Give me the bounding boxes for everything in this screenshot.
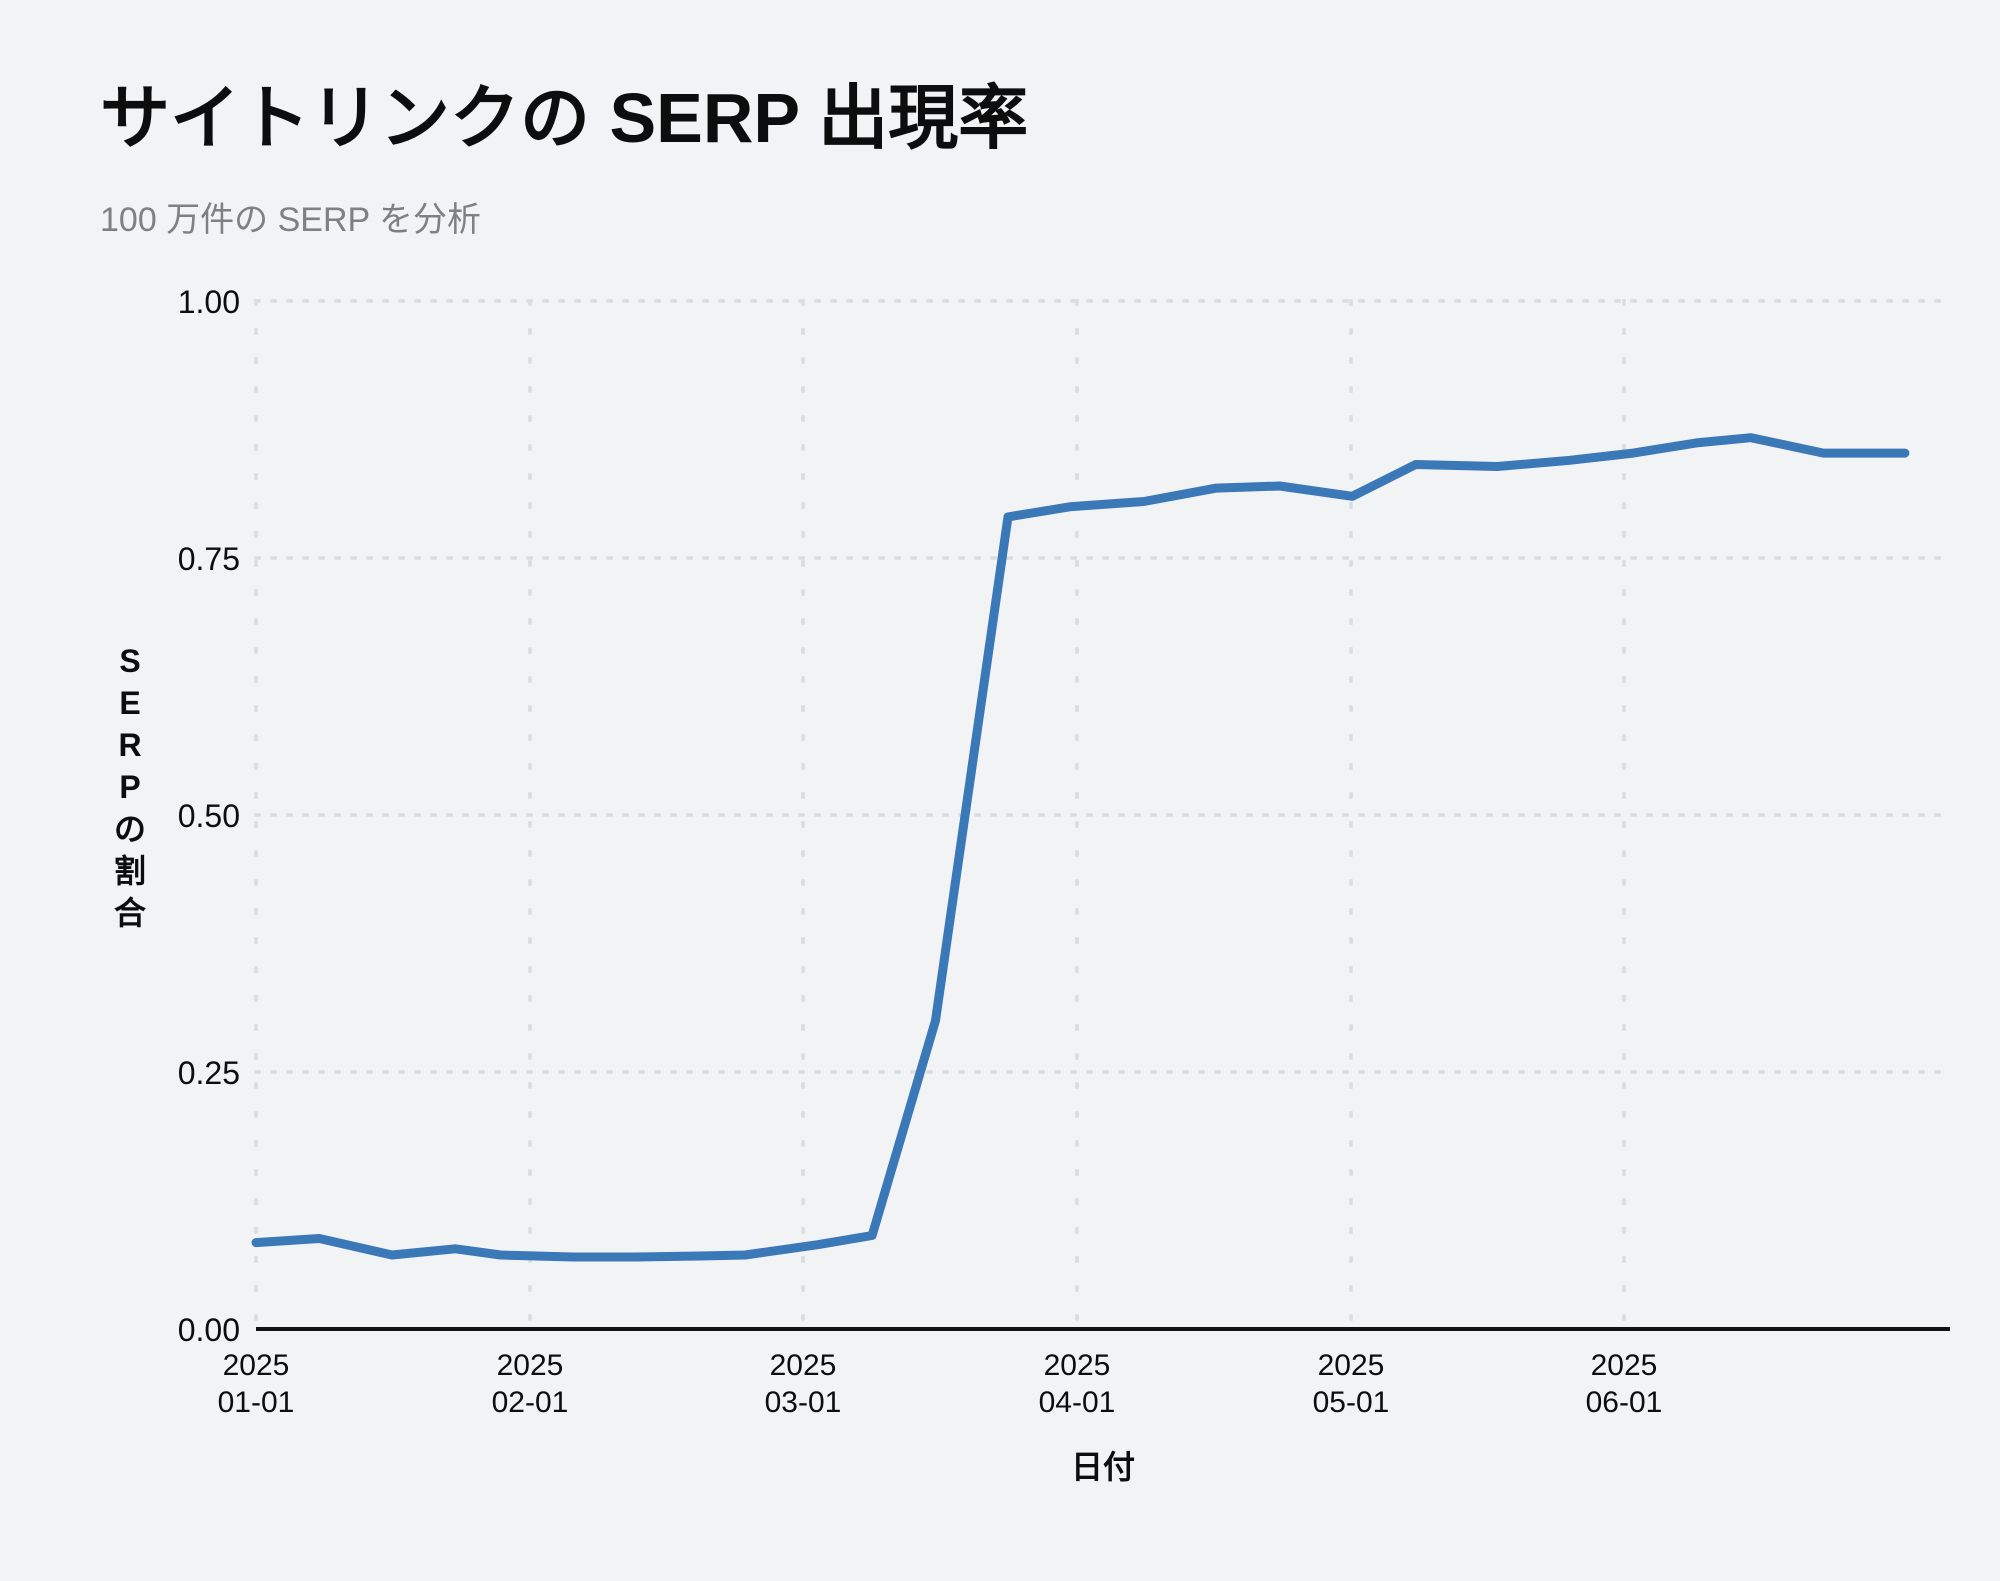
svg-text:合: 合 [114,895,146,931]
svg-text:05-01: 05-01 [1313,1386,1390,1419]
svg-text:0.00: 0.00 [178,1312,240,1348]
svg-text:2025: 2025 [770,1349,837,1382]
svg-text:2025: 2025 [223,1349,290,1382]
svg-text:02-01: 02-01 [492,1386,569,1419]
svg-text:0.25: 0.25 [178,1055,240,1091]
svg-text:0.50: 0.50 [178,798,240,834]
svg-text:03-01: 03-01 [765,1386,842,1419]
svg-text:割: 割 [114,853,146,889]
svg-text:P: P [119,769,140,805]
svg-text:の: の [114,811,146,847]
svg-text:04-01: 04-01 [1039,1386,1116,1419]
svg-text:R: R [118,727,141,763]
svg-text:2025: 2025 [1044,1349,1111,1382]
svg-text:0.75: 0.75 [178,541,240,577]
svg-text:S: S [119,643,140,679]
svg-text:1.00: 1.00 [178,284,240,320]
svg-text:2025: 2025 [497,1349,564,1382]
svg-text:E: E [119,685,140,721]
svg-text:2025: 2025 [1591,1349,1658,1382]
svg-text:06-01: 06-01 [1586,1386,1663,1419]
svg-text:日付: 日付 [1071,1449,1135,1485]
svg-text:2025: 2025 [1318,1349,1385,1382]
svg-text:01-01: 01-01 [218,1386,295,1419]
